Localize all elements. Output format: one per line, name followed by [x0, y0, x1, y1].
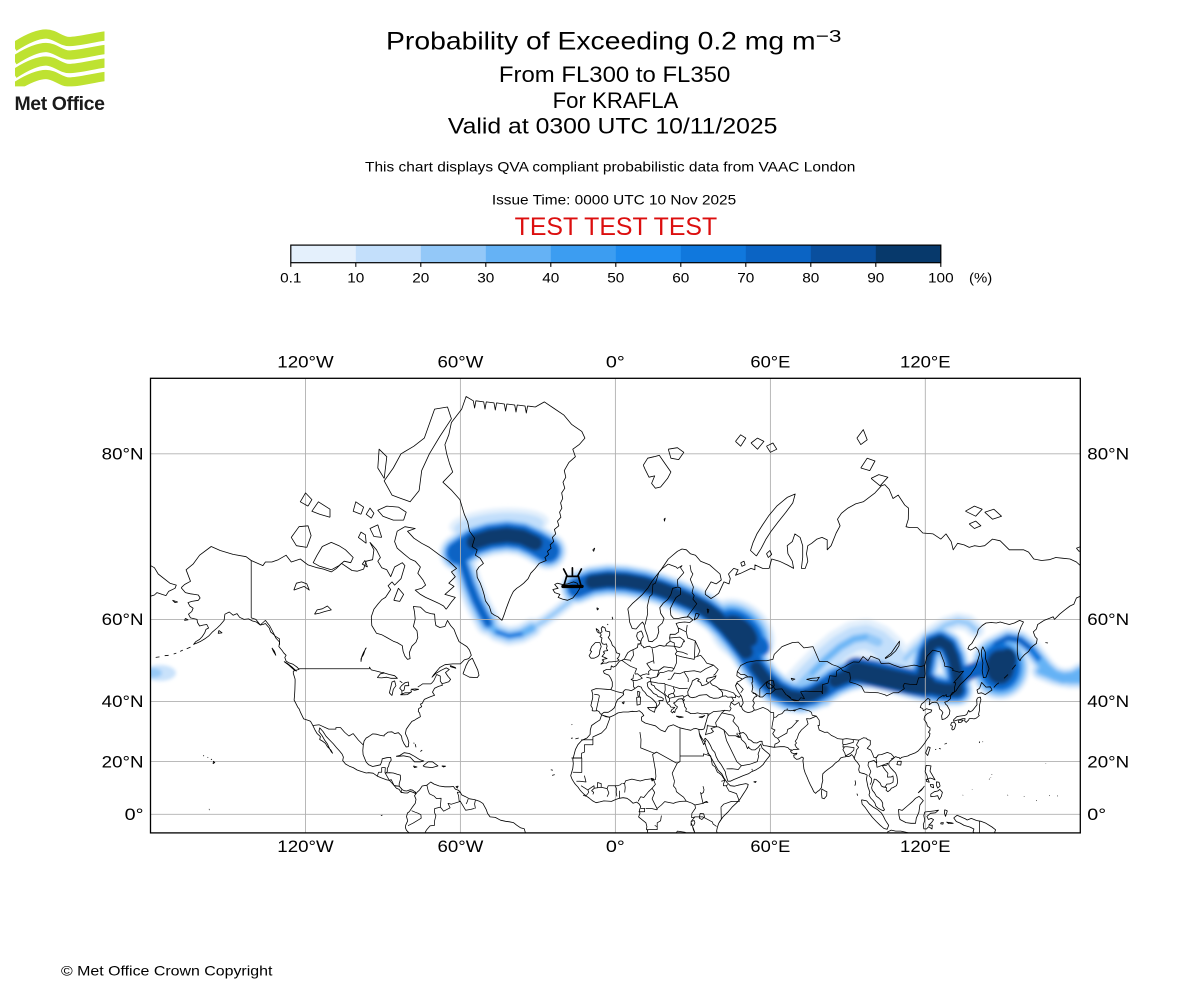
- svg-text:0.1: 0.1: [280, 271, 301, 286]
- svg-text:60°N: 60°N: [1087, 610, 1129, 629]
- svg-text:60°N: 60°N: [102, 610, 144, 629]
- svg-text:60°W: 60°W: [438, 353, 484, 372]
- svg-text:0°: 0°: [606, 837, 625, 856]
- svg-text:(%): (%): [969, 271, 992, 286]
- svg-text:10: 10: [347, 271, 364, 286]
- svg-text:0°: 0°: [606, 353, 625, 372]
- svg-text:−3: −3: [816, 26, 842, 46]
- svg-text:60°E: 60°E: [750, 837, 790, 856]
- svg-text:Probability of Exceeding 0.2 m: Probability of Exceeding 0.2 mg m: [386, 28, 816, 56]
- svg-text:50: 50: [607, 271, 624, 286]
- svg-text:120°W: 120°W: [277, 353, 334, 372]
- svg-text:120°W: 120°W: [277, 837, 334, 856]
- svg-text:© Met Office Crown Copyright: © Met Office Crown Copyright: [61, 963, 273, 979]
- svg-text:80°N: 80°N: [102, 445, 144, 464]
- svg-text:120°E: 120°E: [900, 353, 951, 372]
- svg-text:60°E: 60°E: [750, 353, 790, 372]
- svg-text:Met Office: Met Office: [15, 94, 105, 115]
- svg-text:100: 100: [928, 271, 954, 286]
- svg-text:For KRAFLA: For KRAFLA: [553, 88, 679, 113]
- svg-text:40°N: 40°N: [102, 692, 144, 711]
- svg-text:60: 60: [672, 271, 689, 286]
- svg-text:120°E: 120°E: [900, 837, 951, 856]
- svg-text:70: 70: [737, 271, 754, 286]
- svg-text:0°: 0°: [1087, 805, 1106, 824]
- svg-text:0°: 0°: [125, 805, 144, 824]
- svg-text:Issue Time: 0000 UTC 10 Nov 20: Issue Time: 0000 UTC 10 Nov 2025: [492, 192, 737, 208]
- svg-text:80°N: 80°N: [1087, 445, 1129, 464]
- svg-text:This chart displays QVA compli: This chart displays QVA compliant probab…: [365, 159, 855, 174]
- svg-text:90: 90: [867, 271, 884, 286]
- svg-text:40°N: 40°N: [1087, 692, 1129, 711]
- svg-text:30: 30: [477, 271, 494, 286]
- svg-text:40: 40: [542, 271, 559, 286]
- svg-text:From FL300 to FL350: From FL300 to FL350: [499, 62, 730, 87]
- svg-text:60°W: 60°W: [438, 837, 484, 856]
- svg-text:20°N: 20°N: [102, 752, 144, 771]
- svg-text:80: 80: [802, 271, 819, 286]
- svg-text:20: 20: [412, 271, 429, 286]
- svg-text:20°N: 20°N: [1087, 752, 1129, 771]
- svg-text:Valid at 0300 UTC 10/11/2025: Valid at 0300 UTC 10/11/2025: [448, 113, 778, 138]
- svg-text:TEST TEST TEST: TEST TEST TEST: [515, 213, 718, 241]
